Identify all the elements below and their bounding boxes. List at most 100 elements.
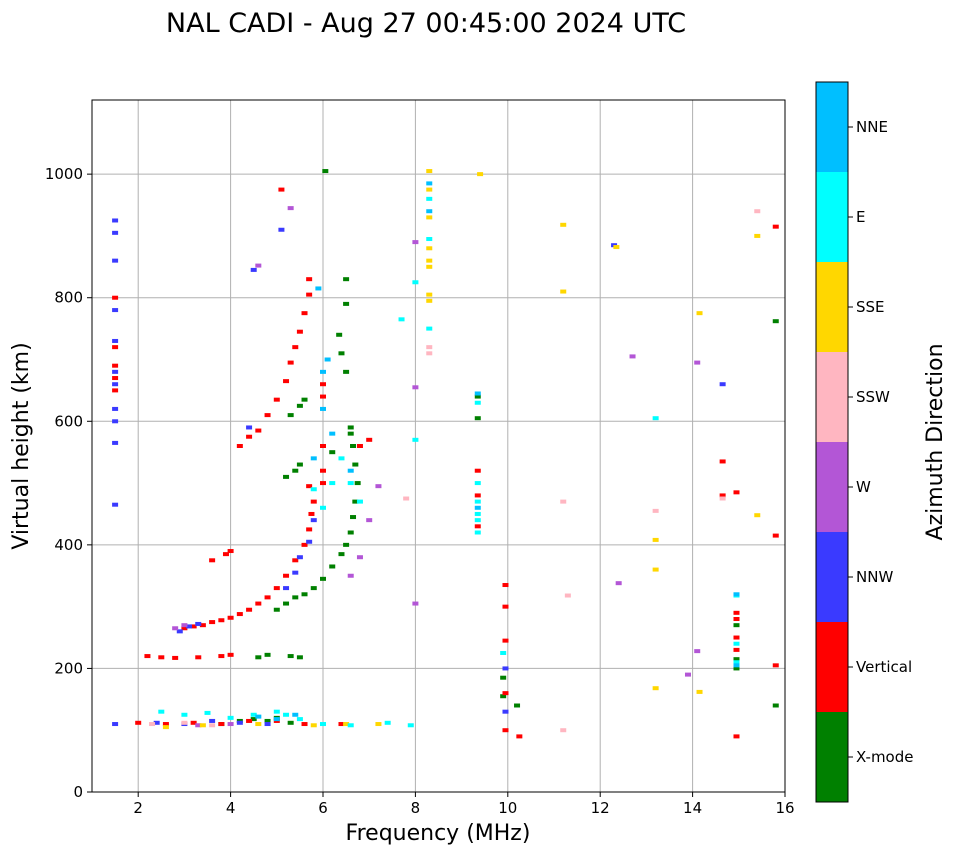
colorbar-label: SSE <box>856 298 885 316</box>
data-point-vertical <box>246 434 253 439</box>
data-point-vertical <box>310 499 317 504</box>
data-point-vertical <box>366 437 373 442</box>
data-point-nnw <box>112 440 119 445</box>
data-point-vertical <box>112 345 119 350</box>
data-point-w <box>181 623 188 628</box>
data-point-w <box>684 672 691 677</box>
colorbar-segment-x-mode <box>816 712 848 802</box>
x-tick-label: 14 <box>683 799 702 817</box>
data-point-ssw <box>564 593 571 598</box>
data-point-nne <box>315 286 322 291</box>
y-tick-label: 200 <box>54 659 83 677</box>
data-point-vertical <box>320 468 326 473</box>
data-point-vertical <box>255 601 262 606</box>
data-point-nne <box>329 431 336 436</box>
data-point-vertical <box>306 292 313 297</box>
data-point-vertical <box>320 481 326 486</box>
data-point-vertical <box>227 615 234 620</box>
data-point-sse <box>652 686 659 691</box>
data-point-w <box>227 722 234 727</box>
data-point-x-mode <box>343 301 350 306</box>
x-tick-label: 10 <box>498 799 517 817</box>
data-point-e <box>426 237 433 242</box>
data-point-x-mode <box>310 586 317 591</box>
data-point-x-mode <box>343 542 350 547</box>
data-point-x-mode <box>292 468 299 473</box>
data-point-vertical <box>719 493 726 498</box>
data-point-e <box>398 317 405 322</box>
data-point-ssw <box>403 496 410 501</box>
data-point-x-mode <box>350 515 357 520</box>
data-point-e <box>412 437 419 442</box>
data-point-vertical <box>306 484 313 489</box>
data-point-nnw <box>236 720 243 725</box>
data-point-e <box>733 641 740 646</box>
x-tick-label: 16 <box>775 799 794 817</box>
data-point-x-mode <box>296 655 303 660</box>
data-point-e <box>320 722 326 727</box>
chart-title: NAL CADI - Aug 27 00:45:00 2024 UTC <box>166 8 686 39</box>
data-point-x-mode <box>347 431 354 436</box>
grid <box>92 100 786 793</box>
data-point-vertical <box>320 382 326 387</box>
data-point-vertical <box>227 652 234 657</box>
data-point-w <box>694 360 701 365</box>
data-point-x-mode <box>352 462 359 467</box>
data-point-vertical <box>162 722 169 727</box>
data-point-vertical <box>112 363 119 368</box>
data-point-vertical <box>181 626 188 631</box>
data-point-e <box>250 712 257 717</box>
data-point-vertical <box>474 468 481 473</box>
y-tick-label: 800 <box>54 289 83 307</box>
data-point-vertical <box>190 720 197 725</box>
data-point-nnw <box>112 308 119 313</box>
data-point-nnw <box>112 502 119 507</box>
data-point-w <box>375 484 382 489</box>
data-point-ssw <box>426 351 433 356</box>
data-point-vertical <box>264 595 271 600</box>
data-point-x-mode <box>733 657 740 662</box>
colorbar-segment-e <box>816 172 848 262</box>
data-point-nnw <box>186 624 193 629</box>
data-point-e <box>474 511 481 516</box>
data-point-sse <box>343 722 350 727</box>
colorbar-segment-ssw <box>816 352 848 442</box>
data-point-nnw <box>278 227 285 232</box>
data-point-x-mode <box>273 607 280 612</box>
data-point-x-mode <box>296 403 303 408</box>
data-point-nnw <box>112 406 119 411</box>
data-point-vertical <box>144 654 151 659</box>
colorbar-segment-sse <box>816 262 848 352</box>
colorbar-label: Vertical <box>856 658 912 676</box>
data-point-w <box>412 240 419 245</box>
data-point-vertical <box>209 620 216 625</box>
data-point-nnw <box>296 555 303 560</box>
data-point-x-mode <box>287 720 294 725</box>
y-tick-label: 400 <box>54 536 83 554</box>
data-point-vertical <box>719 459 726 464</box>
data-point-x-mode <box>336 332 343 337</box>
data-point-e <box>426 196 433 201</box>
data-point-vertical <box>264 413 271 418</box>
data-point-w <box>195 723 202 728</box>
data-point-e <box>356 499 363 504</box>
data-point-e <box>227 715 234 720</box>
data-point-vertical <box>474 493 481 498</box>
colorbar-frame <box>815 81 849 803</box>
data-point-w <box>629 354 636 359</box>
data-point-vertical <box>199 623 206 628</box>
data-point-nnw <box>112 419 119 424</box>
data-point-vertical <box>255 428 262 433</box>
data-point-x-mode <box>287 413 294 418</box>
data-point-nne <box>273 717 280 722</box>
data-point-ssw <box>560 728 567 733</box>
data-point-ssw <box>209 723 216 728</box>
data-point-x-mode <box>255 655 262 660</box>
data-point-vertical <box>283 573 290 578</box>
data-point-nnw <box>112 382 119 387</box>
data-point-vertical <box>292 558 299 563</box>
data-point-nne <box>474 505 481 510</box>
data-point-vertical <box>733 635 740 640</box>
data-point-sse <box>162 725 169 730</box>
